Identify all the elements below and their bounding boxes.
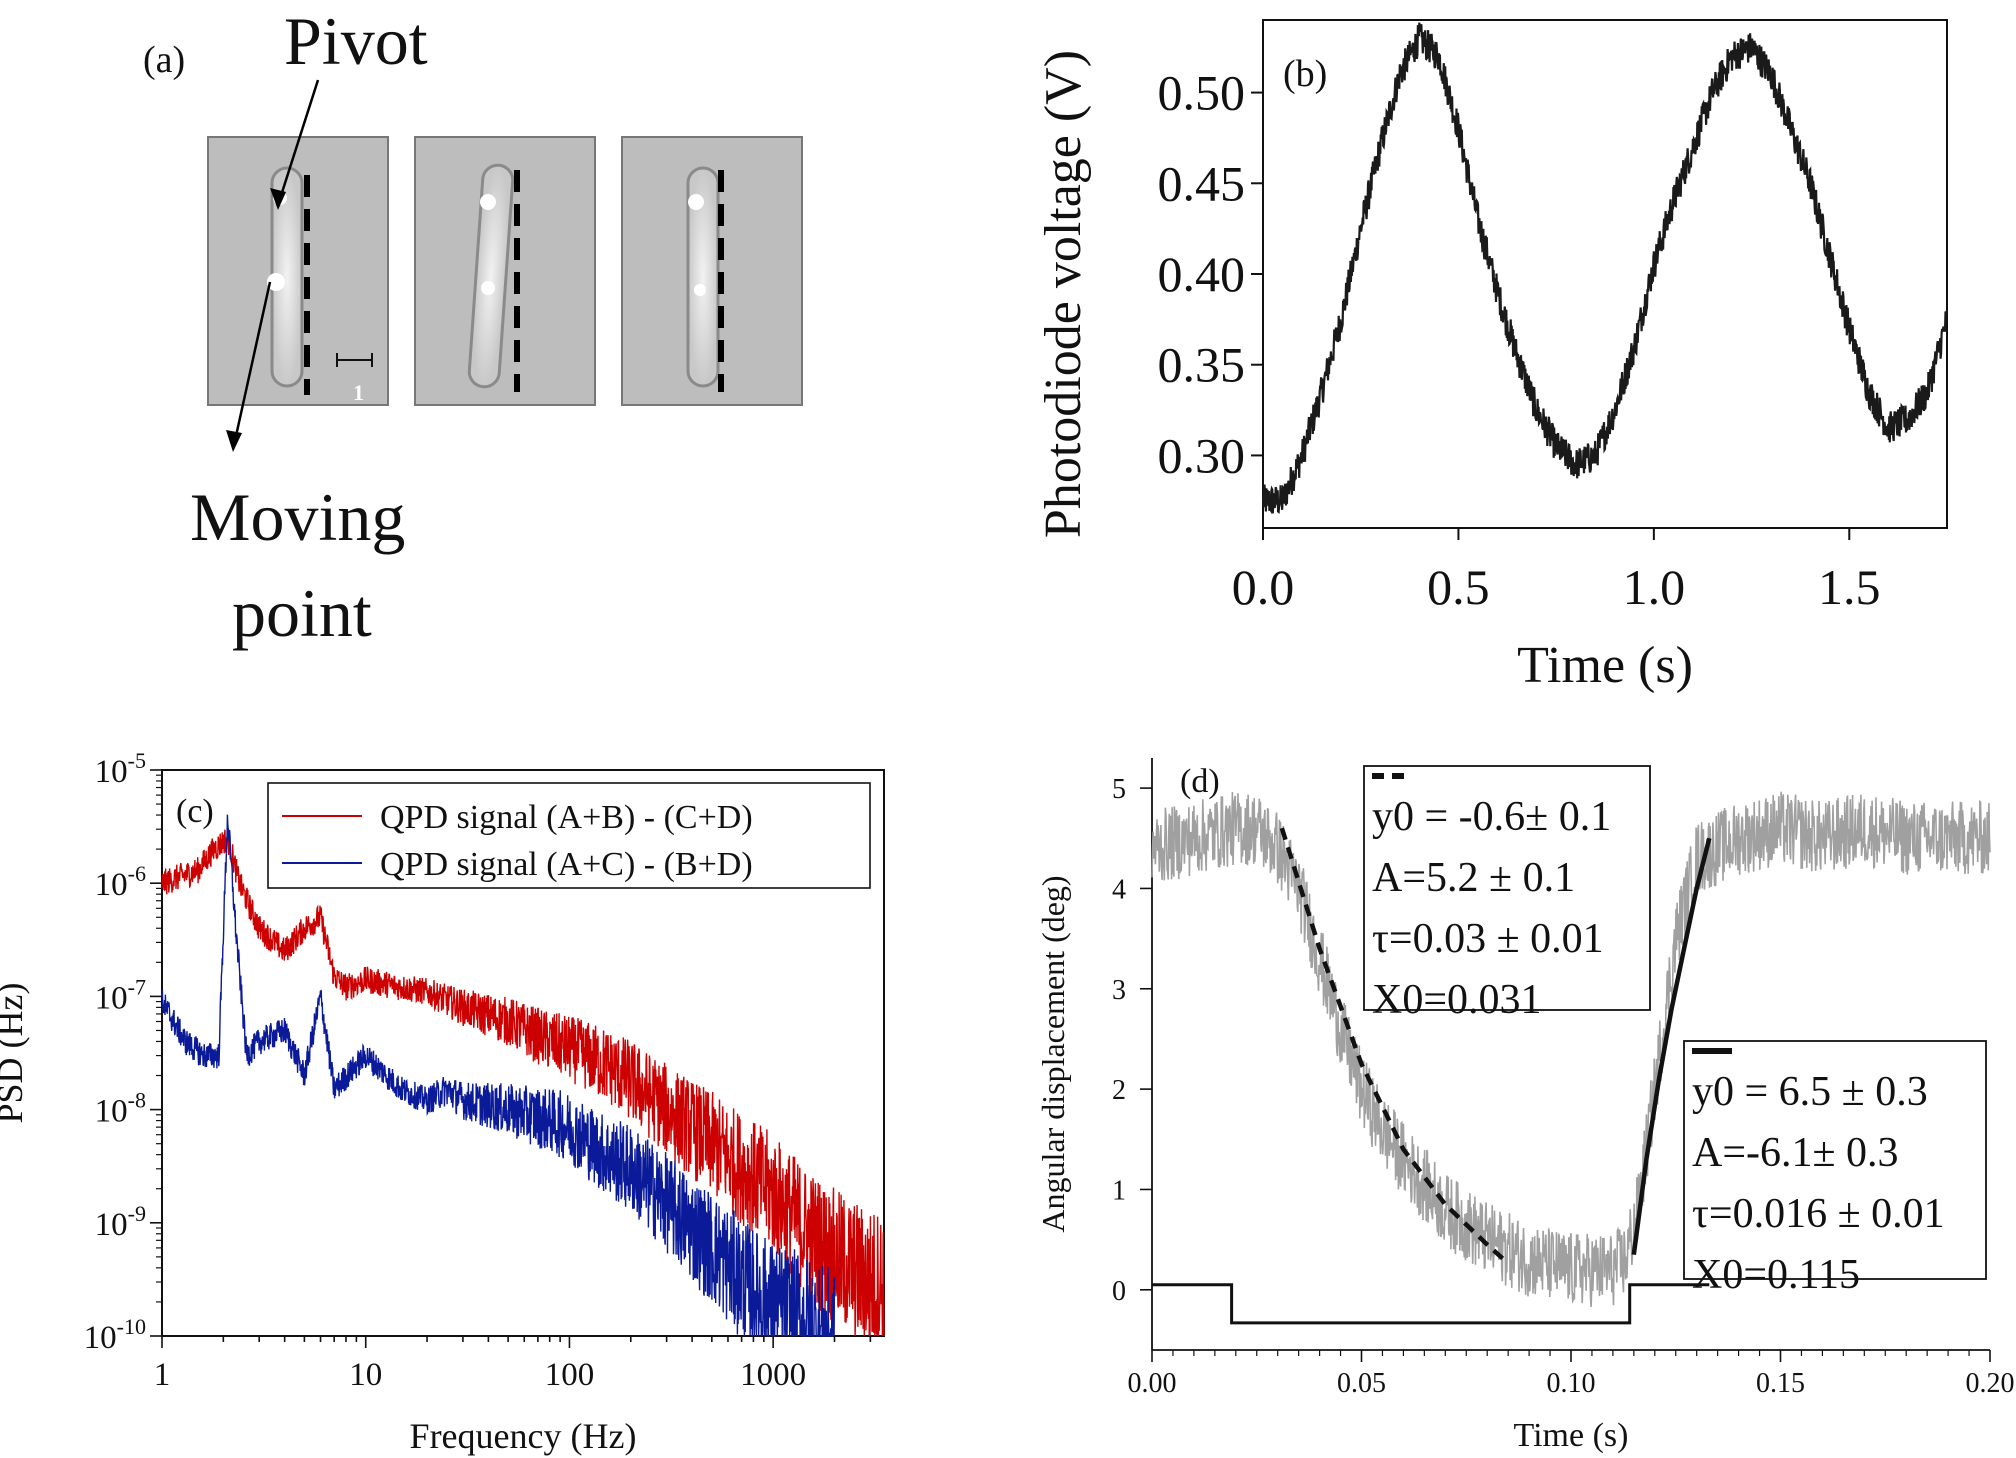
pivot-label: Pivot: [284, 3, 428, 79]
chart-c-series-red-line: [161, 827, 885, 1337]
chart-b-xtick-label: 0.0: [1232, 559, 1295, 615]
chart-d-annotation-solid-line: τ=0.016 ± 0.01: [1692, 1191, 1945, 1237]
chart-d-annotation-dashed-line: X0=0.031: [1372, 977, 1542, 1023]
chart-c-xtick-label: 1: [154, 1357, 171, 1393]
chart-c-frame: [161, 769, 885, 1337]
chart-b-xtick-label: 0.5: [1427, 559, 1490, 615]
chart-c-panel-label: (c): [176, 793, 214, 830]
moving-point-label-line2: point: [232, 575, 372, 651]
chart-b-ytick-label: 0.35: [1158, 337, 1246, 393]
panel-a-label: (a): [143, 39, 186, 81]
chart-b-ytick-label: 0.40: [1158, 246, 1246, 302]
chart-d-xtick-label: 0.00: [1128, 1368, 1177, 1399]
chart-d-annotation-dashed-line: τ=0.03 ± 0.01: [1372, 916, 1604, 962]
chart-d-annotation-solid-line: y0 = 6.5 ± 0.3: [1692, 1069, 1928, 1115]
chart-d-step-line: [1152, 1283, 1710, 1325]
chart-c-ytick-label: 10-5: [95, 748, 146, 790]
chart-d-annotation-solid-line: X0=0.115: [1692, 1252, 1860, 1298]
chart-b-ytick-label: 0.45: [1158, 155, 1246, 211]
chart-c-ytick-label: 10-10: [84, 1314, 146, 1356]
chart-b-ylabel: Photodiode voltage (V): [1035, 50, 1092, 538]
chart-d-annotation-dashed-line: y0 = -0.6± 0.1: [1372, 794, 1611, 840]
chart-d-ytick-label: 2: [1112, 1075, 1126, 1106]
chart-c-xtick-label: 1000: [740, 1357, 806, 1393]
chart-d-ytick-label: 1: [1112, 1175, 1126, 1206]
chart-d-annotation-dashed-line: A=5.2 ± 0.1: [1372, 855, 1575, 901]
chart-b-ytick-label: 0.30: [1158, 427, 1246, 483]
chart-d-xtick-label: 0.20: [1966, 1368, 2015, 1399]
chart-b-panel-label: (b): [1283, 53, 1327, 95]
chart-d-fit-dashed-line: [1279, 827, 1506, 1262]
chart-d-ylabel: Angular displacement (deg): [1035, 875, 1071, 1232]
chart-d-ytick-label: 3: [1112, 975, 1126, 1006]
chart-d-xtick-label: 0.15: [1756, 1368, 1805, 1399]
chart-d-panel-label: (d): [1180, 763, 1220, 800]
chart-c-ytick-label: 10-8: [95, 1088, 146, 1130]
chart-d-ytick-label: 4: [1112, 874, 1126, 905]
chart-d-xtick-label: 0.10: [1547, 1368, 1596, 1399]
chart-c-ytick-label: 10-9: [95, 1201, 146, 1243]
chart-d-annotation-solid-box: [1683, 1040, 1987, 1280]
chart-d-ytick-label: 5: [1112, 774, 1126, 805]
chart-d-xtick-label: 0.05: [1337, 1368, 1386, 1399]
chart-c-xtick-label: 100: [545, 1357, 595, 1393]
chart-c-ytick-label: 10-7: [95, 974, 146, 1016]
chart-c-legend-box: [267, 782, 871, 889]
chart-b-ytick-label: 0.50: [1158, 65, 1246, 121]
chart-c-xlabel: Frequency (Hz): [410, 1416, 637, 1456]
moving-point-label-line1: Moving: [190, 479, 406, 555]
chart-b-xlabel: Time (s): [1517, 637, 1693, 694]
chart-d-annotation-solid-line: A=-6.1± 0.3: [1692, 1130, 1899, 1176]
chart-c-ylabel: PSD (Hz): [0, 983, 30, 1124]
chart-c-series-blue-line: [161, 814, 836, 1337]
chart-c-xtick-label: 10: [349, 1357, 382, 1393]
scale-bar-label: 1: [353, 380, 364, 405]
chart-d-data-line: [1151, 791, 1991, 1308]
chart-d-ytick-label: 0: [1112, 1276, 1126, 1307]
chart-d-fit-solid-line: [1631, 837, 1712, 1255]
chart-c-legend-label: QPD signal (A+C) - (B+D): [380, 846, 753, 883]
chart-c-ytick-label: 10-6: [95, 861, 146, 903]
chart-b-xtick-label: 1.0: [1623, 559, 1686, 615]
chart-d-xlabel: Time (s): [1514, 1417, 1629, 1454]
chart-c-legend-label: QPD signal (A+B) - (C+D): [380, 799, 753, 836]
chart-b-xtick-label: 1.5: [1818, 559, 1881, 615]
chart-d-annotation-dashed-box: [1363, 765, 1651, 1011]
chart-b-series-line: [1261, 22, 1949, 515]
